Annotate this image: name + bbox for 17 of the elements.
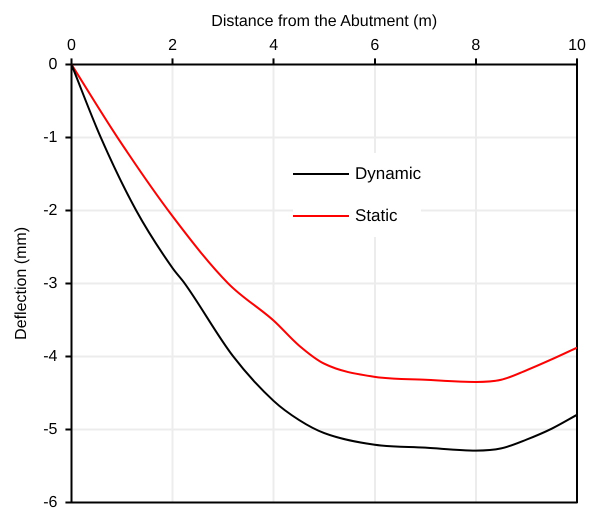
y-tick-label: -4 [43,348,58,365]
x-tick-label: 2 [168,37,178,54]
y-tick-label: -3 [43,274,58,292]
x-tick-label: 10 [568,37,586,54]
x-tick-label: 0 [66,37,76,54]
y-tick-label: -2 [43,202,58,219]
y-tick-label: -6 [43,494,58,511]
x-tick-label: 6 [370,37,380,54]
legend-label: Dynamic [355,164,422,184]
y-axis-title: Deflection (mm) [13,226,30,340]
y-tick-label: 0 [48,56,58,73]
y-tick-label: -5 [43,420,58,438]
x-tick-label: 8 [471,37,480,54]
x-tick-label: 4 [269,37,278,54]
legend-label: Static [355,206,398,226]
y-tick-label: -1 [43,128,58,146]
x-axis-title: Distance from the Abutment (m) [211,13,438,30]
